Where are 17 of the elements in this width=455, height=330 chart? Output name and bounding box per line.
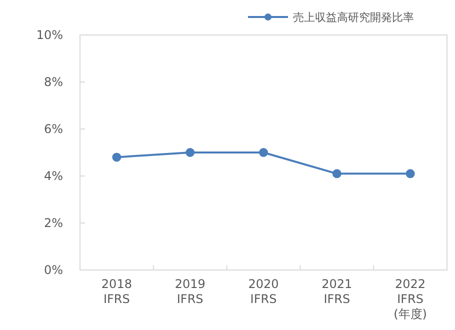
point bbox=[259, 148, 268, 157]
legend-label: 売上収益高研究開発比率 bbox=[293, 11, 414, 24]
point bbox=[406, 169, 415, 178]
point bbox=[112, 152, 122, 162]
y-tick-label: 2% bbox=[44, 216, 63, 230]
x-tick-label: 2020 IFRS bbox=[248, 277, 279, 306]
y-tick-label: 6% bbox=[44, 122, 63, 136]
x-tick-label: 2022 IFRS (年度) bbox=[394, 277, 427, 321]
point bbox=[332, 169, 342, 178]
y-tick-label: 0% bbox=[44, 263, 63, 277]
x-tick-label: 2021 IFRS bbox=[322, 277, 352, 306]
y-tick-label: 8% bbox=[44, 75, 63, 89]
point bbox=[186, 148, 195, 157]
x-tick-label: 2019 IFRS bbox=[174, 277, 206, 306]
y-tick-label: 4% bbox=[44, 169, 63, 183]
x-tick-label: 2018 IFRS bbox=[101, 277, 132, 306]
y-tick-label: 10% bbox=[36, 28, 63, 42]
